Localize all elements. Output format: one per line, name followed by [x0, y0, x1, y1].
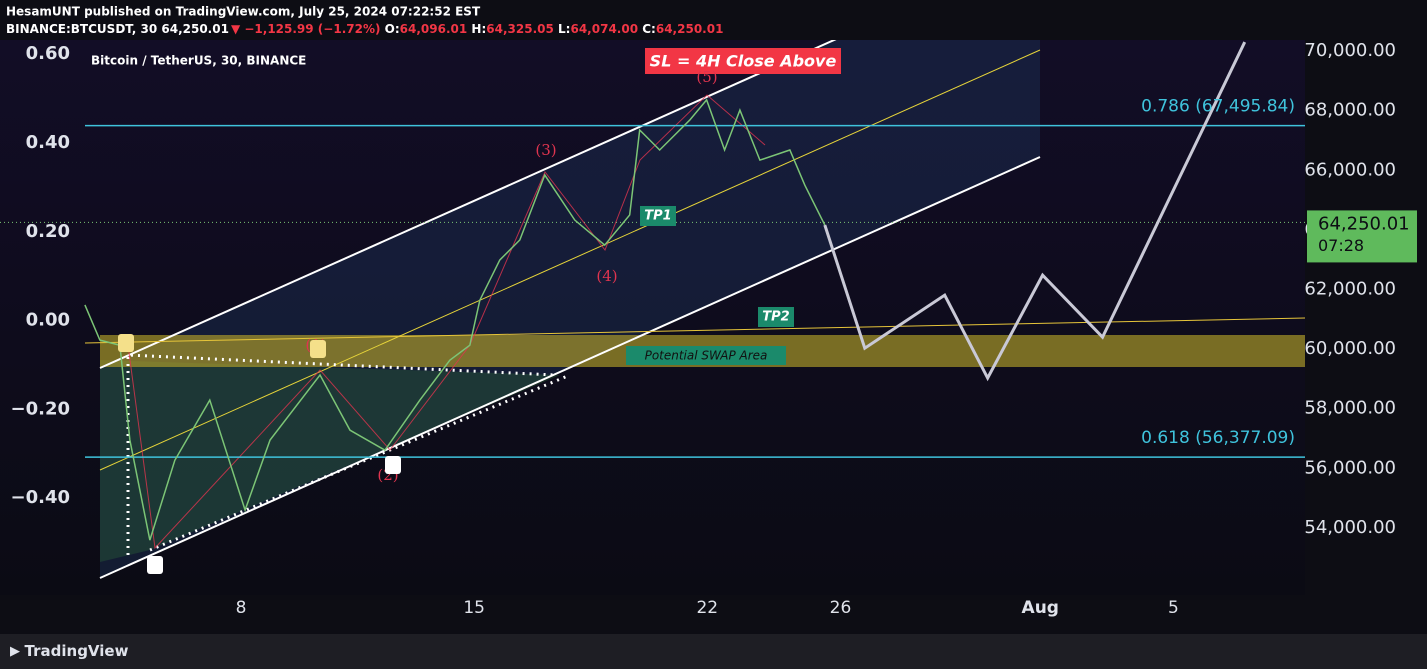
y-tick-label: 70,000.00 — [1304, 40, 1396, 61]
y2-tick-label: −0.40 — [11, 487, 71, 508]
header-quote: BINANCE:BTCUSDT, 30 64,250.01 ▼ −1,125.99… — [6, 22, 723, 36]
point-marker — [147, 556, 163, 574]
price-line — [823, 41, 1247, 382]
last-price-label: 64,250.01 — [1318, 213, 1410, 234]
wave-label: (4) — [596, 267, 617, 285]
last: 64,250.01 — [161, 22, 229, 36]
triangle-fill — [100, 360, 560, 562]
last-price-box — [1307, 210, 1417, 263]
symbol: BINANCE:BTCUSDT, 30 — [6, 22, 157, 36]
tp2-box — [758, 307, 794, 327]
triangle-dots — [126, 353, 556, 555]
c-label: C: — [642, 22, 656, 36]
o-label: O: — [385, 22, 400, 36]
point-marker — [310, 340, 326, 358]
y2-tick-label: 0.60 — [26, 43, 70, 64]
y-tick-label: 60,000.00 — [1304, 338, 1396, 359]
y-tick-label: 66,000.00 — [1304, 159, 1396, 180]
close: 64,250.01 — [656, 22, 724, 36]
countdown: 07:28 — [1318, 236, 1364, 255]
y-tick-label: 54,000.00 — [1304, 517, 1396, 538]
change: ▼ −1,125.99 (−1.72%) — [231, 22, 381, 36]
h-label: H: — [471, 22, 486, 36]
tp2-text: TP2 — [762, 310, 789, 325]
y-tick-label: 58,000.00 — [1304, 398, 1396, 419]
point-marker — [118, 334, 134, 352]
channel-lower — [99, 156, 1041, 579]
plot-area — [0, 40, 1305, 595]
y2-tick-label: 0.20 — [26, 221, 70, 242]
x-tick-label: 5 — [1168, 598, 1179, 618]
price-line — [84, 98, 826, 541]
swap-box — [626, 346, 786, 365]
x-tick-label: 15 — [463, 598, 485, 618]
tp1-text: TP1 — [644, 209, 671, 224]
x-tick-label: 8 — [236, 598, 247, 618]
sl-text: SL = 4H Close Above — [650, 52, 837, 71]
wave-label: (5) — [696, 68, 717, 86]
channel-upper — [99, 40, 837, 369]
swap-text: Potential SWAP Area — [645, 349, 768, 363]
channel-mid — [99, 49, 1041, 471]
wave-line — [127, 94, 766, 550]
fib-label: 0.786 (67,495.84) — [1141, 97, 1295, 117]
point-marker — [385, 456, 401, 474]
wave-label: (3) — [535, 141, 556, 159]
l-label: L: — [558, 22, 570, 36]
channel-fill — [100, 40, 1040, 578]
trend-line — [84, 317, 1305, 344]
x-tick-label: 22 — [696, 598, 718, 618]
y2-tick-label: −0.20 — [11, 398, 71, 419]
y2-tick-label: 0.40 — [26, 132, 70, 153]
open: 64,096.01 — [400, 22, 468, 36]
footer — [0, 634, 1427, 669]
x-tick-label: 26 — [830, 598, 852, 618]
triangle-dots — [149, 373, 571, 552]
high: 64,325.05 — [486, 22, 554, 36]
x-tick-label: Aug — [1022, 598, 1059, 618]
tp1-box — [640, 206, 676, 226]
brand-name: TradingView — [25, 642, 129, 660]
brand: ▶︎ TradingView — [10, 642, 129, 660]
legend-text: Bitcoin / TetherUS, 30, BINANCE — [91, 54, 306, 68]
y-tick-label: 56,000.00 — [1304, 457, 1396, 478]
y-tick-label: 68,000.00 — [1304, 100, 1396, 121]
sl-box — [645, 48, 841, 74]
low: 64,074.00 — [570, 22, 638, 36]
header-line: HesamUNT published on TradingView.com, J… — [6, 5, 481, 19]
fib-label: 0.618 (56,377.09) — [1141, 428, 1295, 448]
y-tick-label: 62,000.00 — [1304, 278, 1396, 299]
y2-tick-label: 0.00 — [26, 310, 70, 331]
